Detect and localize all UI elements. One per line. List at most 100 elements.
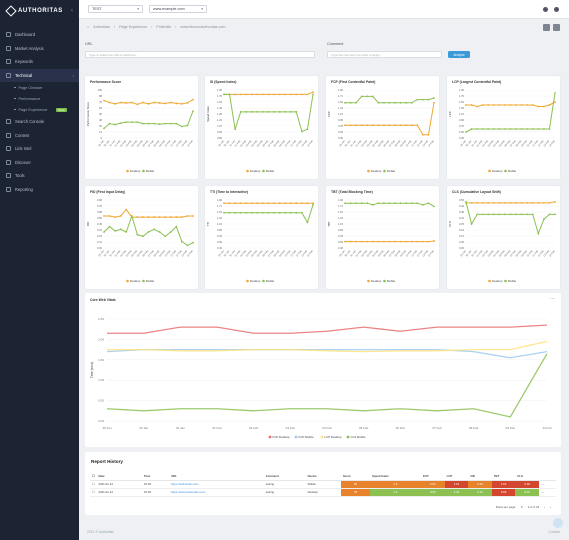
data-point[interactable] <box>410 240 413 243</box>
data-point[interactable] <box>169 101 172 104</box>
data-point[interactable] <box>526 104 529 106</box>
data-point[interactable] <box>520 104 523 106</box>
data-point[interactable] <box>136 233 139 236</box>
data-point[interactable] <box>487 128 490 130</box>
data-point[interactable] <box>515 128 517 130</box>
data-point[interactable] <box>256 93 259 96</box>
data-point[interactable] <box>267 110 270 113</box>
sidebar-item-technical[interactable]: Technical › <box>0 68 79 82</box>
breadcrumb-item[interactable]: Authoritas <box>93 25 110 29</box>
data-point[interactable] <box>300 211 303 214</box>
data-point[interactable] <box>537 105 540 108</box>
data-point[interactable] <box>520 213 523 216</box>
data-point[interactable] <box>273 110 275 113</box>
data-point[interactable] <box>487 201 490 204</box>
legend-label[interactable]: Mobile <box>387 279 396 283</box>
column-header[interactable]: Date <box>96 473 142 481</box>
data-point[interactable] <box>388 240 391 243</box>
data-point[interactable] <box>531 213 534 216</box>
data-point[interactable] <box>239 202 242 205</box>
column-header[interactable]: Device <box>305 473 341 481</box>
legend-label[interactable]: Mobile <box>508 279 517 283</box>
data-point[interactable] <box>465 201 467 203</box>
data-point[interactable] <box>114 123 117 126</box>
column-header[interactable]: CLS <box>515 473 540 481</box>
data-point[interactable] <box>142 122 144 125</box>
data-point[interactable] <box>153 216 155 218</box>
legend-label[interactable]: FCP Desktop <box>273 435 291 439</box>
data-point[interactable] <box>515 104 517 106</box>
data-point[interactable] <box>262 211 264 214</box>
data-point[interactable] <box>256 110 259 113</box>
select-all-checkbox[interactable]: ☐ <box>90 473 97 481</box>
column-header[interactable]: Comment <box>263 473 306 481</box>
data-point[interactable] <box>515 213 517 216</box>
data-point[interactable] <box>476 128 479 130</box>
data-point[interactable] <box>267 93 270 96</box>
data-point[interactable] <box>153 122 155 125</box>
legend-label[interactable]: Desktop <box>250 279 261 283</box>
data-point[interactable] <box>548 104 551 106</box>
sidebar-item-discover[interactable]: Discover <box>0 156 79 170</box>
data-point[interactable] <box>245 93 248 96</box>
data-point[interactable] <box>554 92 556 94</box>
data-point[interactable] <box>394 202 396 205</box>
data-point[interactable] <box>360 202 363 205</box>
data-point[interactable] <box>312 93 314 96</box>
data-point[interactable] <box>531 128 534 130</box>
data-point[interactable] <box>433 205 435 208</box>
data-point[interactable] <box>130 121 133 124</box>
legend-label[interactable]: Desktop <box>371 169 382 173</box>
data-point[interactable] <box>158 102 161 104</box>
data-point[interactable] <box>349 202 352 205</box>
data-point[interactable] <box>300 202 303 205</box>
data-point[interactable] <box>228 211 231 214</box>
data-point[interactable] <box>371 95 374 98</box>
data-point[interactable] <box>186 102 189 104</box>
data-point[interactable] <box>245 110 248 113</box>
data-point[interactable] <box>153 228 155 231</box>
data-point[interactable] <box>125 231 128 233</box>
data-point[interactable] <box>355 202 358 205</box>
data-point[interactable] <box>186 244 189 247</box>
data-point[interactable] <box>504 201 506 204</box>
data-point[interactable] <box>186 124 189 127</box>
data-point[interactable] <box>125 121 128 124</box>
data-point[interactable] <box>278 211 281 214</box>
legend-label[interactable]: Desktop <box>130 169 141 173</box>
data-point[interactable] <box>169 122 172 125</box>
data-point[interactable] <box>278 202 281 205</box>
data-point[interactable] <box>103 231 105 233</box>
data-point[interactable] <box>481 201 484 204</box>
data-point[interactable] <box>228 202 231 205</box>
column-header[interactable]: FCP <box>420 473 445 481</box>
data-point[interactable] <box>360 124 363 127</box>
data-point[interactable] <box>192 241 194 244</box>
data-point[interactable] <box>289 93 292 96</box>
data-point[interactable] <box>284 110 287 113</box>
data-point[interactable] <box>421 133 424 136</box>
data-point[interactable] <box>554 201 556 203</box>
data-point[interactable] <box>267 211 270 214</box>
data-point[interactable] <box>273 202 275 205</box>
data-point[interactable] <box>537 128 540 130</box>
data-point[interactable] <box>377 101 380 104</box>
user-avatar[interactable] <box>554 6 559 12</box>
data-point[interactable] <box>377 240 380 243</box>
table-row[interactable]: ☐ 2021-02-14 15:18 https://www.authoritas.c… <box>90 488 556 497</box>
data-point[interactable] <box>262 110 264 113</box>
data-point[interactable] <box>234 211 237 214</box>
data-point[interactable] <box>537 232 540 235</box>
data-point[interactable] <box>433 101 435 104</box>
sidebar-item-content[interactable]: Content <box>0 129 79 143</box>
data-point[interactable] <box>470 223 473 225</box>
collapse-icon[interactable]: ‹ <box>71 8 73 14</box>
data-point[interactable] <box>295 110 298 113</box>
data-point[interactable] <box>526 213 529 216</box>
data-point[interactable] <box>405 101 408 104</box>
legend-label[interactable]: Desktop <box>250 169 261 173</box>
export-icon[interactable] <box>553 23 560 31</box>
data-point[interactable] <box>416 202 419 205</box>
data-point[interactable] <box>492 213 495 216</box>
data-point[interactable] <box>295 211 298 214</box>
